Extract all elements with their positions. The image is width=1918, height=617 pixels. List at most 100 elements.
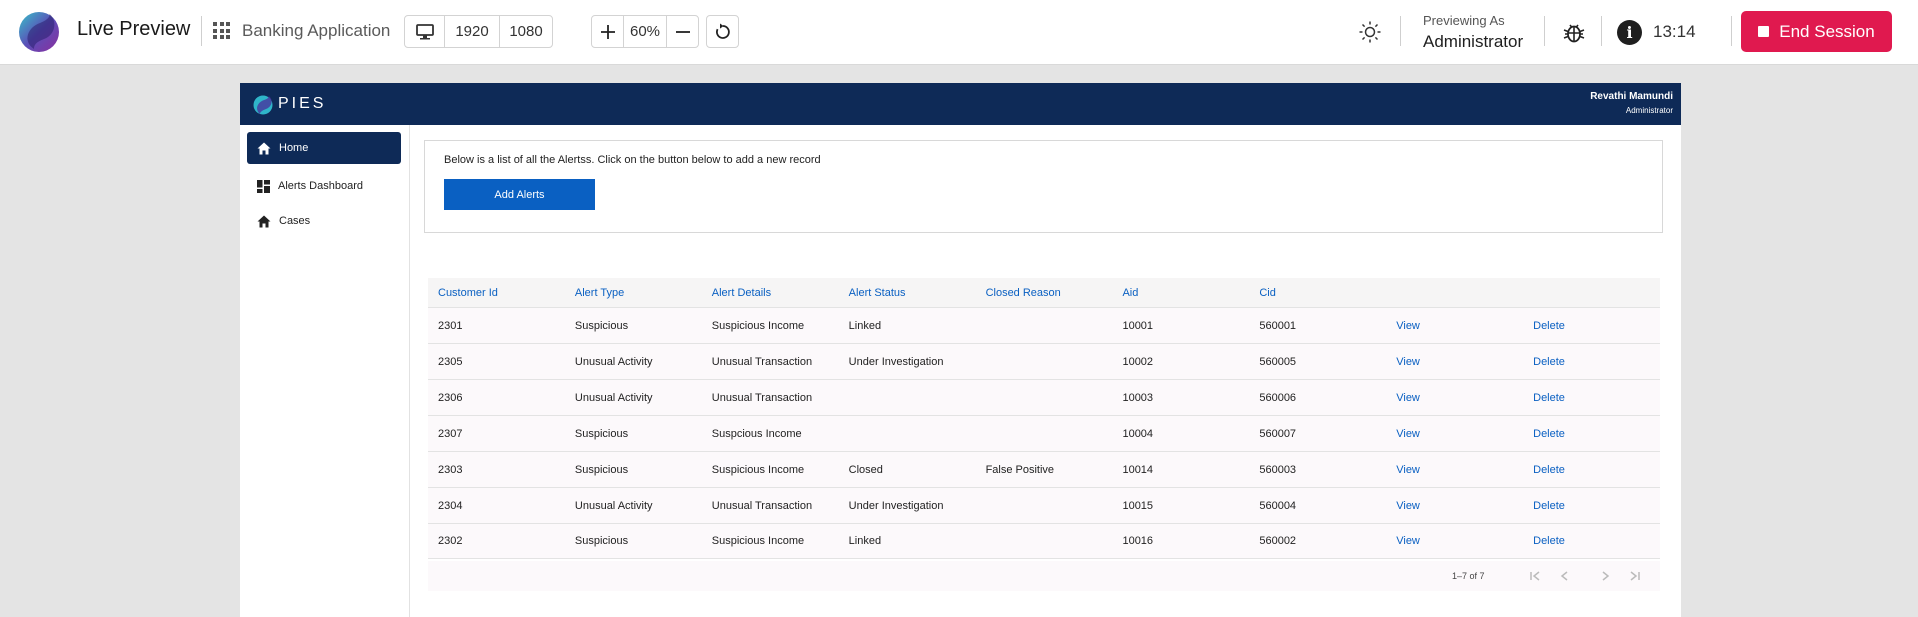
view-link[interactable]: View bbox=[1396, 355, 1420, 368]
alert-status-cell: Under Investigation bbox=[848, 355, 944, 368]
delete-link[interactable]: Delete bbox=[1533, 319, 1565, 332]
column-header[interactable]: Alert Details bbox=[711, 286, 772, 299]
end-session-label: End Session bbox=[1779, 21, 1875, 41]
alert-type-cell: Suspicious bbox=[574, 535, 629, 547]
view-link[interactable]: View bbox=[1396, 391, 1420, 404]
alert-type-cell: Suspicious bbox=[574, 319, 629, 332]
column-header[interactable]: Customer Id bbox=[438, 286, 498, 299]
cid-cell: 560005 bbox=[1259, 355, 1297, 368]
sidebar-item-alerts-dashboard[interactable]: Alerts Dashboard bbox=[247, 170, 401, 202]
view-link[interactable]: View bbox=[1396, 463, 1420, 476]
aid-cell: 10014 bbox=[1122, 463, 1154, 476]
table-row: 2304 Unusual Activity Unusual Transaction U… bbox=[428, 487, 1660, 523]
clock: 13:14 bbox=[1653, 22, 1696, 41]
first-page-icon[interactable] bbox=[1528, 569, 1542, 583]
monitor-icon[interactable] bbox=[405, 16, 445, 47]
customer-id-cell: 2301 bbox=[438, 319, 463, 332]
zoom-in-button[interactable] bbox=[592, 16, 623, 47]
alert-details-cell: Suspicious Income bbox=[711, 319, 805, 332]
sidebar-item-label: Home bbox=[279, 142, 309, 154]
divider bbox=[1544, 16, 1545, 46]
delete-link[interactable]: Delete bbox=[1533, 463, 1565, 476]
end-session-button[interactable]: End Session bbox=[1741, 11, 1892, 52]
column-header[interactable]: Closed Reason bbox=[985, 286, 1061, 299]
customer-id-cell: 2306 bbox=[438, 391, 463, 404]
view-link[interactable]: View bbox=[1396, 499, 1420, 512]
theme-toggle-icon[interactable] bbox=[1358, 20, 1382, 44]
table-row: 2302 Suspicious Suspicious Income Linked 100… bbox=[428, 523, 1660, 559]
sidebar-item-cases[interactable]: Cases bbox=[247, 205, 401, 237]
table-row: 2306 Unusual Activity Unusual Transaction 1… bbox=[428, 379, 1660, 415]
dashboard-icon bbox=[257, 179, 270, 193]
view-link[interactable]: View bbox=[1396, 427, 1420, 440]
brand-name: PIES bbox=[278, 95, 327, 112]
alert-type-cell: Suspicious bbox=[574, 427, 629, 440]
column-header[interactable]: Aid bbox=[1122, 286, 1139, 299]
user-role: Administrator bbox=[1625, 106, 1673, 115]
project-name[interactable]: Banking Application bbox=[242, 21, 391, 40]
pagination-range: 1–7 of 7 bbox=[1452, 571, 1485, 581]
device-size-group: 1920 1080 bbox=[404, 15, 553, 48]
sidebar: Home Alerts Dashboard Cases bbox=[240, 125, 410, 617]
table-body: 2301 Suspicious Suspicious Income Linked 100… bbox=[428, 307, 1660, 559]
alert-status-cell: Linked bbox=[848, 535, 882, 547]
apps-grid-icon[interactable] bbox=[213, 22, 230, 39]
preview-frame: PIES Revathi Mamundi Administrator Home … bbox=[240, 83, 1681, 617]
view-link[interactable]: View bbox=[1396, 535, 1420, 547]
sidebar-item-home[interactable]: Home bbox=[247, 132, 401, 164]
sidebar-item-label: Cases bbox=[279, 215, 311, 227]
debug-icon[interactable] bbox=[1561, 19, 1587, 45]
width-field[interactable]: 1920 bbox=[445, 16, 500, 47]
alerts-table: Customer Id Alert Type Alert Details Ale… bbox=[428, 278, 1660, 559]
cid-cell: 560002 bbox=[1259, 535, 1297, 547]
last-page-icon[interactable] bbox=[1628, 569, 1642, 583]
alert-details-cell: Unusual Transaction bbox=[711, 499, 813, 512]
aid-cell: 10015 bbox=[1122, 499, 1154, 512]
alert-details-cell: Unusual Transaction bbox=[711, 355, 813, 368]
delete-link[interactable]: Delete bbox=[1533, 391, 1565, 404]
alert-status-cell: Closed bbox=[848, 463, 883, 476]
pagination: 1–7 of 7 bbox=[428, 561, 1660, 591]
delete-link[interactable]: Delete bbox=[1533, 355, 1565, 368]
cid-cell: 560004 bbox=[1259, 499, 1297, 512]
minus-icon bbox=[675, 30, 690, 33]
add-alerts-button[interactable]: Add Alerts bbox=[444, 179, 595, 210]
height-field[interactable]: 1080 bbox=[509, 23, 543, 40]
pies-logo-icon bbox=[253, 95, 273, 115]
alert-type-cell: Unusual Activity bbox=[574, 355, 653, 368]
delete-link[interactable]: Delete bbox=[1533, 535, 1565, 547]
table-row: 2303 Suspicious Suspicious Income Closed Fal… bbox=[428, 451, 1660, 487]
prev-page-icon[interactable] bbox=[1558, 569, 1572, 583]
stop-icon bbox=[1758, 26, 1770, 37]
table-row: 2307 Suspicious Suspcious Income 10004 56000… bbox=[428, 415, 1660, 451]
alert-type-cell: Unusual Activity bbox=[574, 391, 653, 404]
divider bbox=[201, 16, 202, 46]
user-name[interactable]: Revathi Mamundi bbox=[1590, 91, 1673, 102]
customer-id-cell: 2305 bbox=[438, 355, 463, 368]
column-header[interactable]: Alert Type bbox=[574, 286, 625, 299]
delete-link[interactable]: Delete bbox=[1533, 499, 1565, 512]
customer-id-cell: 2302 bbox=[438, 535, 463, 547]
view-link[interactable]: View bbox=[1396, 319, 1420, 332]
refresh-button[interactable] bbox=[706, 15, 739, 48]
alert-details-cell: Suspicious Income bbox=[711, 535, 805, 547]
previewing-as-role[interactable]: Administrator bbox=[1423, 32, 1524, 51]
column-header[interactable]: Alert Status bbox=[848, 286, 906, 299]
next-page-icon[interactable] bbox=[1598, 569, 1612, 583]
aid-cell: 10002 bbox=[1122, 355, 1154, 368]
aid-cell: 10016 bbox=[1122, 535, 1154, 547]
customer-id-cell: 2304 bbox=[438, 499, 463, 512]
alert-details-cell: Suspcious Income bbox=[711, 427, 802, 440]
info-icon[interactable]: i bbox=[1617, 20, 1642, 45]
app-title: Live Preview bbox=[77, 18, 191, 40]
delete-link[interactable]: Delete bbox=[1533, 427, 1565, 440]
column-header[interactable]: Cid bbox=[1259, 286, 1276, 299]
home-icon bbox=[257, 215, 271, 227]
preview-toolbar: Live Preview Banking Application 1920 10… bbox=[0, 0, 1918, 65]
refresh-icon bbox=[715, 23, 730, 39]
intro-text: Below is a list of all the Alertss. Clic… bbox=[444, 154, 821, 166]
zoom-out-button[interactable] bbox=[667, 16, 698, 47]
alert-type-cell: Suspicious bbox=[574, 463, 629, 476]
previewing-as-label: Previewing As bbox=[1423, 13, 1505, 28]
customer-id-cell: 2303 bbox=[438, 463, 463, 476]
